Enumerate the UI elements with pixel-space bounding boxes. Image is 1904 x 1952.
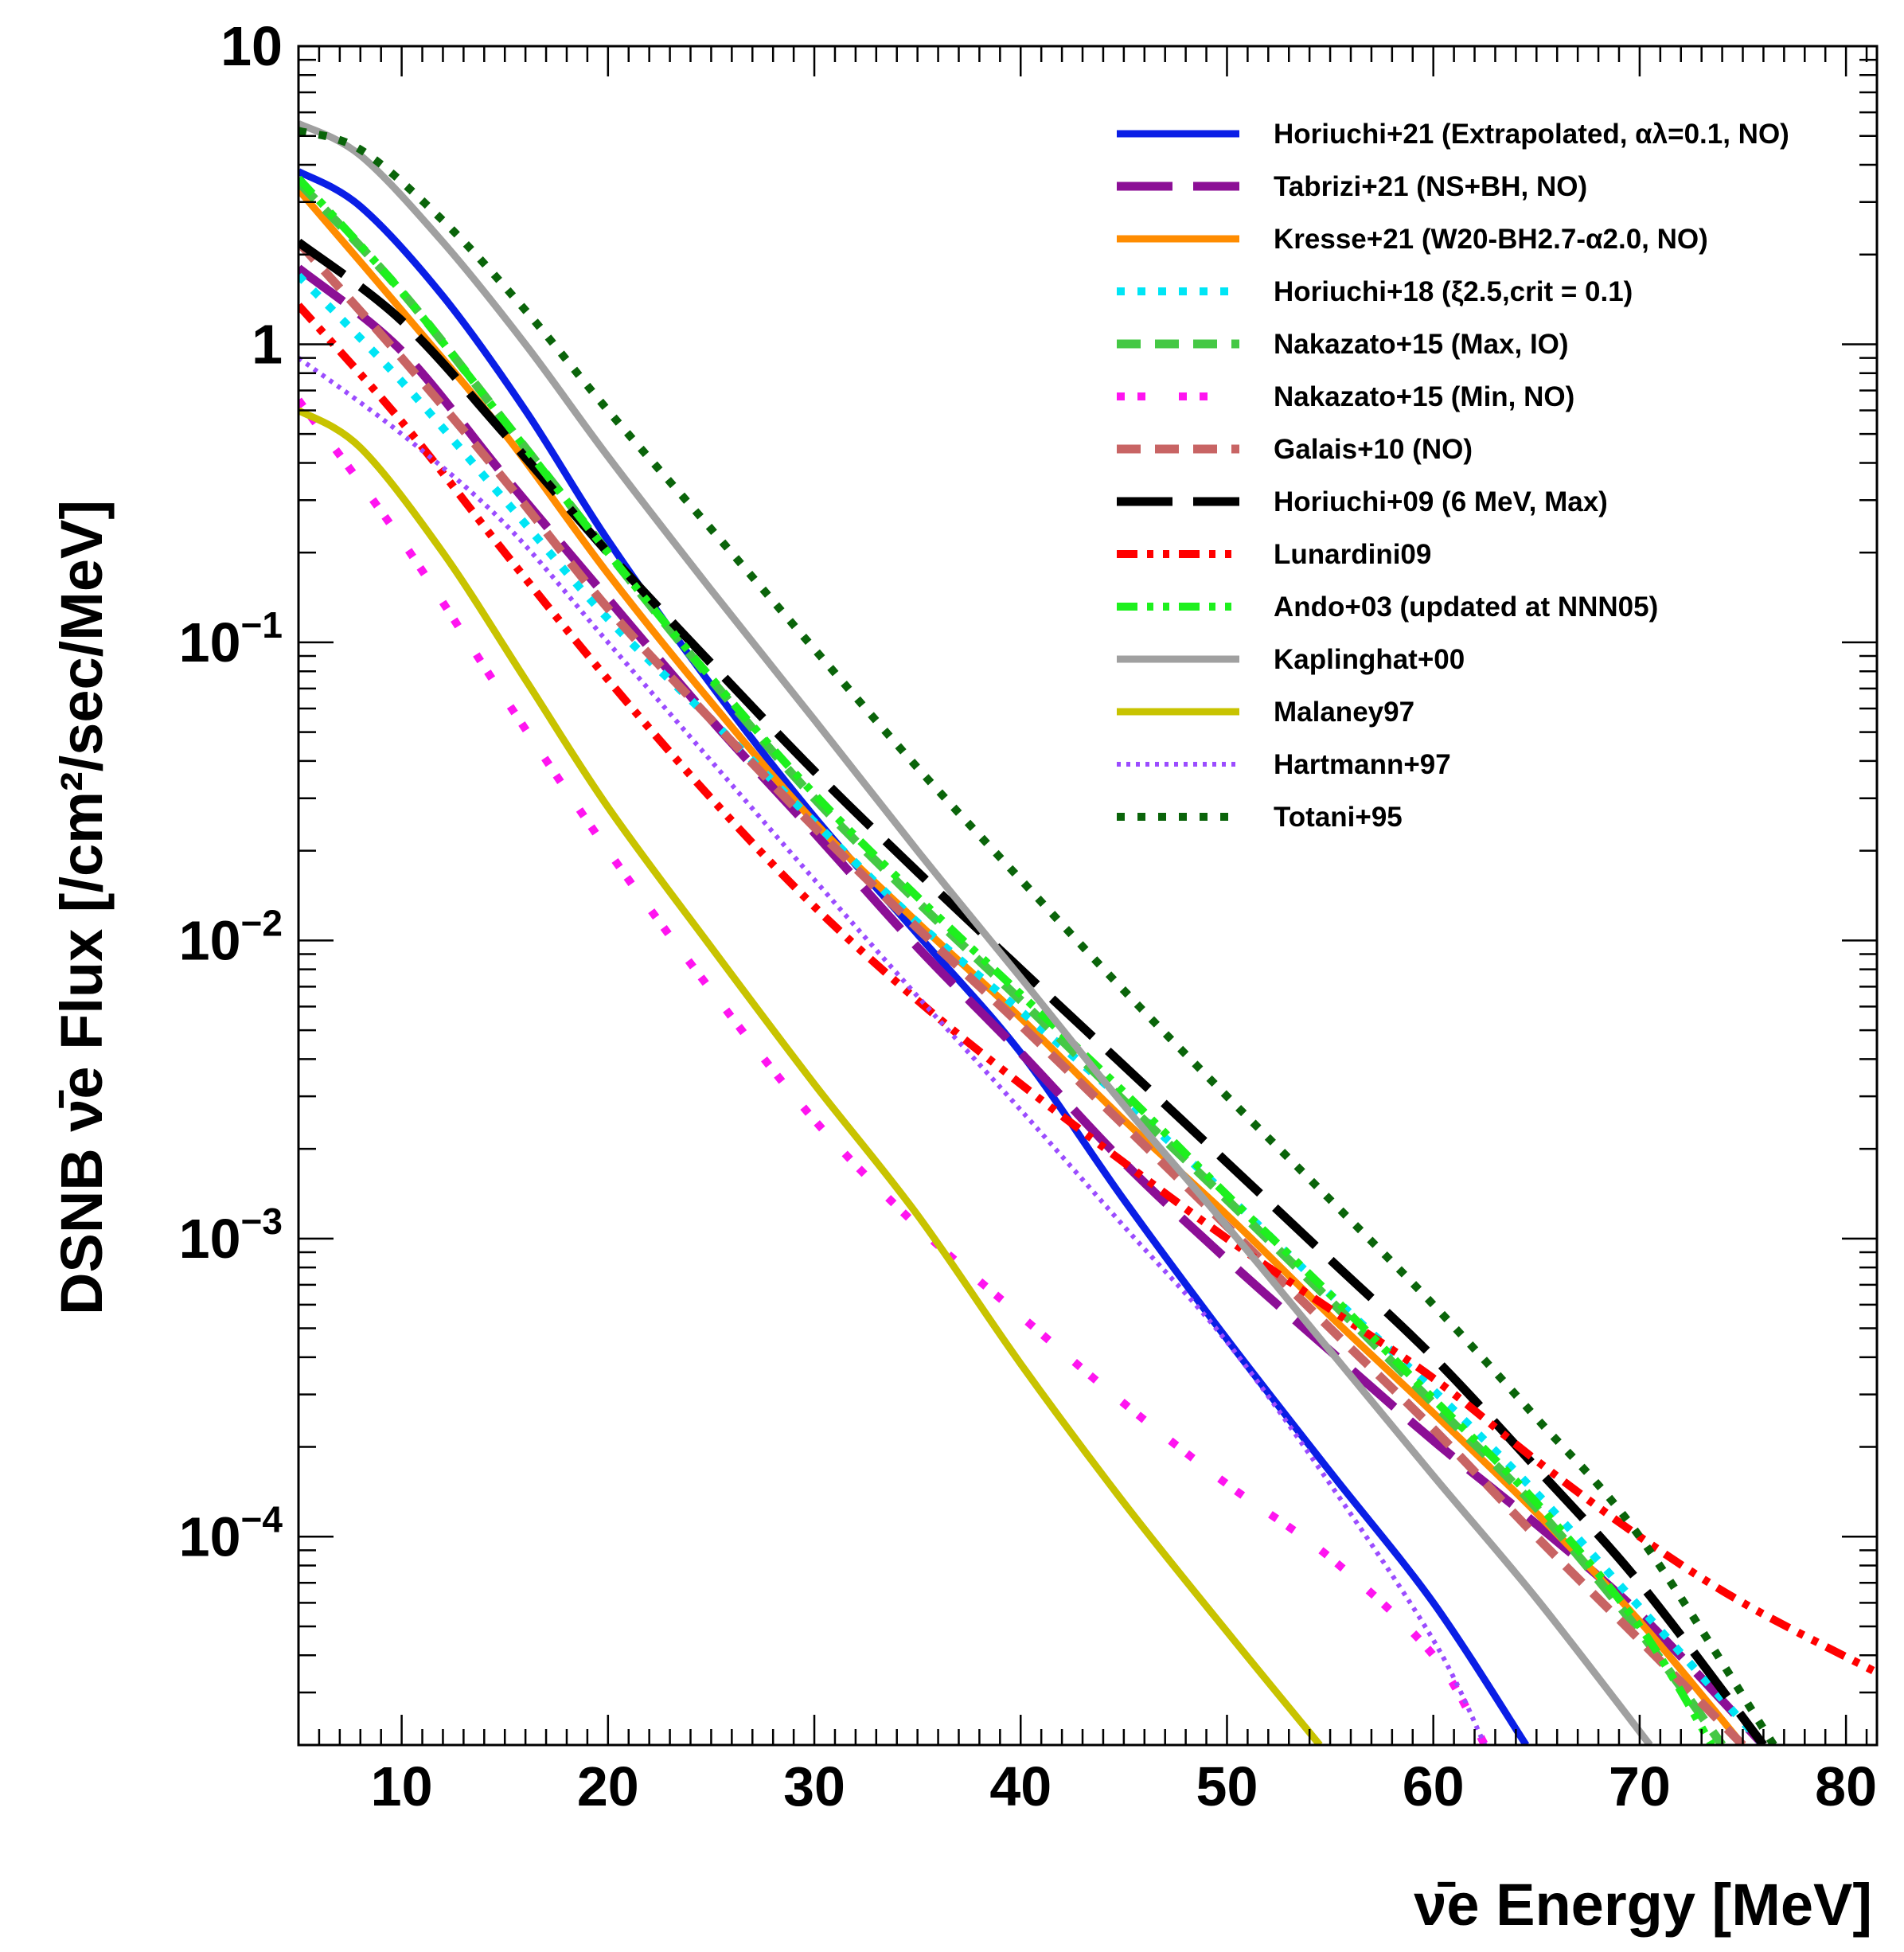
legend-label: Horiuchi+09 (6 MeV, Max)	[1274, 486, 1608, 517]
legend-label: Malaney97	[1274, 697, 1414, 728]
x-axis-label: ν̄e Energy [MeV]	[1414, 1872, 1872, 1938]
legend: Horiuchi+21 (Extrapolated, αλ=0.1, NO) Ta…	[1117, 119, 1789, 833]
legend-label: Kaplinghat+00	[1274, 644, 1465, 675]
series-line	[298, 407, 1323, 1745]
plot-frame	[297, 45, 1879, 1747]
x-tick-label: 70	[1609, 1755, 1671, 1817]
legend-label: Totani+95	[1274, 802, 1403, 833]
legend-label: Horiuchi+18 (ξ2.5,crit = 0.1)	[1274, 276, 1633, 307]
x-tick-label: 20	[577, 1755, 639, 1817]
series-line	[298, 239, 1746, 1745]
y-tick-label: 1	[252, 313, 283, 375]
x-tick-label: 80	[1815, 1755, 1877, 1817]
x-tick-label: 40	[989, 1755, 1051, 1817]
legend-label: Nakazato+15 (Max, IO)	[1274, 329, 1569, 360]
series-line	[298, 356, 1488, 1745]
y-tick-label: 10−1	[179, 604, 283, 673]
x-tick-label: 30	[783, 1755, 845, 1817]
y-axis-label: DSNB ν̄e Flux [/cm²/sec/MeV]	[49, 500, 115, 1315]
axis-ticks	[298, 45, 1877, 1747]
legend-label: Galais+10 (NO)	[1274, 434, 1473, 465]
legend-label: Nakazato+15 (Min, NO)	[1274, 381, 1574, 412]
series-line	[298, 168, 1530, 1745]
x-tick-label: 50	[1196, 1755, 1258, 1817]
y-tick-label: 10	[220, 15, 283, 77]
series-line	[298, 303, 1877, 1677]
y-tick-label: 10−3	[179, 1200, 283, 1270]
x-tick-label: 60	[1403, 1755, 1465, 1817]
series-line	[298, 127, 1777, 1745]
y-tick-label: 10−4	[179, 1498, 283, 1567]
legend-label: Horiuchi+21 (Extrapolated, αλ=0.1, NO)	[1274, 119, 1789, 150]
series-layer	[298, 120, 1877, 1745]
legend-label: Kresse+21 (W20-BH2.7-α2.0, NO)	[1274, 224, 1708, 255]
legend-label: Tabrizi+21 (NS+BH, NO)	[1274, 171, 1587, 202]
series-line	[298, 120, 1653, 1745]
y-tick-label: 10−2	[179, 902, 283, 971]
legend-label: Hartmann+97	[1274, 749, 1451, 780]
series-line	[298, 175, 1715, 1745]
legend-label: Ando+03 (updated at NNN05)	[1274, 591, 1658, 623]
legend-label: Lunardini09	[1274, 539, 1431, 570]
axis-tick-labels: 10 20 30 40 50 60 70 80 10−4 10−3 10−2 10−1 1 10	[179, 15, 1877, 1817]
x-tick-label: 10	[371, 1755, 433, 1817]
